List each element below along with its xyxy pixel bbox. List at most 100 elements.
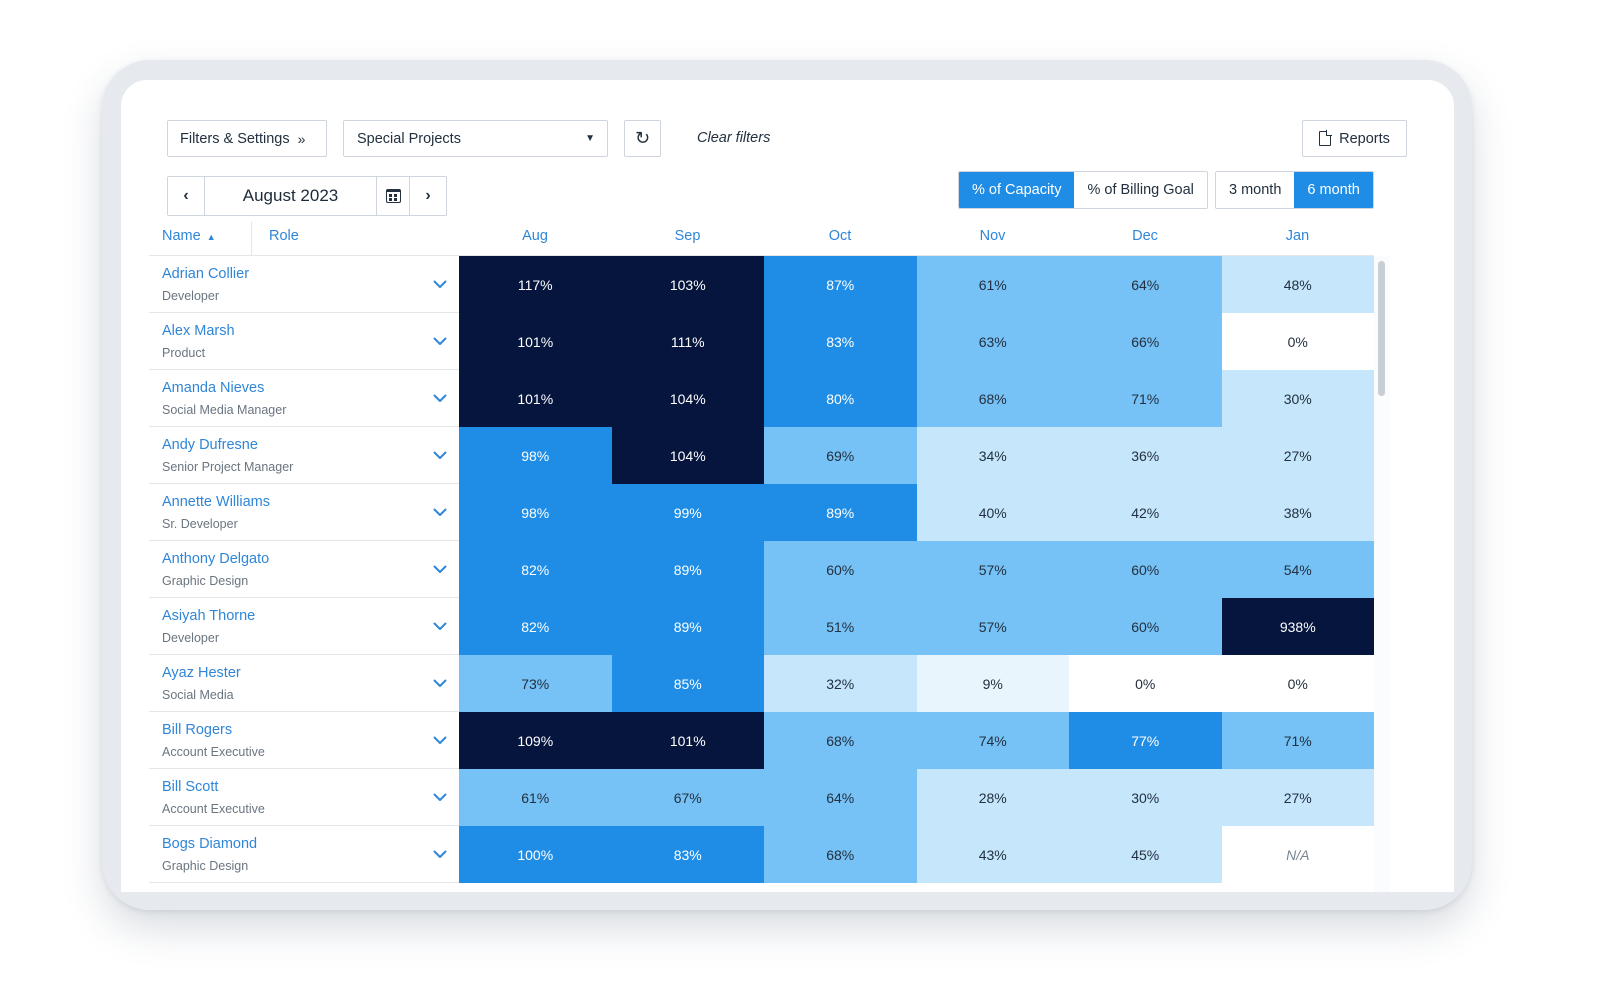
name-column-header[interactable]: Name ▲	[162, 228, 216, 256]
capacity-cell[interactable]: 66%	[1069, 313, 1222, 370]
capacity-cell[interactable]: 117%	[459, 256, 612, 313]
person-name[interactable]: Adrian Collier	[162, 266, 250, 282]
capacity-cell[interactable]: 64%	[1069, 256, 1222, 313]
person-name[interactable]: Anthony Delgato	[162, 551, 270, 567]
capacity-cell[interactable]: 30%	[1221, 370, 1374, 427]
reports-button[interactable]: Reports	[1302, 120, 1407, 157]
capacity-cell[interactable]: N/A	[1221, 826, 1374, 883]
capacity-cell[interactable]: 48%	[1221, 256, 1374, 313]
capacity-cell[interactable]: 67%	[611, 769, 764, 826]
capacity-cell[interactable]: 111%	[611, 313, 764, 370]
capacity-cell[interactable]: 99%	[611, 484, 764, 541]
person-name[interactable]: Annette Williams	[162, 494, 270, 510]
capacity-cell[interactable]: 104%	[611, 370, 764, 427]
capacity-cell[interactable]: 83%	[611, 826, 764, 883]
capacity-cell[interactable]: 89%	[611, 598, 764, 655]
capacity-cell[interactable]: 54%	[1221, 541, 1374, 598]
capacity-cell[interactable]: 51%	[764, 598, 917, 655]
calendar-button[interactable]	[377, 177, 410, 215]
capacity-cell[interactable]: 69%	[764, 427, 917, 484]
capacity-cell[interactable]: 45%	[1069, 826, 1222, 883]
person-name[interactable]: Alex Marsh	[162, 323, 235, 339]
capacity-cell[interactable]: 57%	[916, 541, 1069, 598]
capacity-cell[interactable]: 104%	[611, 427, 764, 484]
capacity-cell[interactable]: 30%	[1069, 769, 1222, 826]
capacity-cell[interactable]: 87%	[764, 256, 917, 313]
capacity-cell[interactable]: 38%	[1221, 484, 1374, 541]
capacity-cell[interactable]: 74%	[916, 712, 1069, 769]
capacity-cell[interactable]: 27%	[1221, 427, 1374, 484]
chevron-down-icon[interactable]	[429, 273, 451, 295]
chevron-down-icon[interactable]	[429, 330, 451, 352]
capacity-cell[interactable]: 83%	[764, 313, 917, 370]
capacity-cell[interactable]: 36%	[1069, 427, 1222, 484]
capacity-cell[interactable]: 101%	[459, 313, 612, 370]
capacity-cell[interactable]: 82%	[459, 541, 612, 598]
toggle-capacity[interactable]: % of Capacity	[959, 172, 1075, 208]
capacity-cell[interactable]: 0%	[1221, 655, 1374, 712]
capacity-cell[interactable]: 89%	[764, 484, 917, 541]
project-select[interactable]: Special Projects ▼	[343, 120, 608, 157]
capacity-cell[interactable]: 98%	[459, 427, 612, 484]
person-name[interactable]: Bill Rogers	[162, 722, 233, 738]
capacity-cell[interactable]: 60%	[1069, 598, 1222, 655]
scrollbar-track[interactable]	[1374, 256, 1390, 892]
toggle-3-month[interactable]: 3 month	[1216, 172, 1295, 208]
capacity-cell[interactable]: 68%	[764, 826, 917, 883]
chevron-right-icon[interactable]: ›	[425, 187, 431, 204]
chevron-down-icon[interactable]	[429, 501, 451, 523]
capacity-cell[interactable]: 9%	[916, 655, 1069, 712]
capacity-cell[interactable]: 98%	[459, 484, 612, 541]
capacity-cell[interactable]: 82%	[459, 598, 612, 655]
capacity-cell[interactable]: 40%	[916, 484, 1069, 541]
capacity-cell[interactable]: 34%	[916, 427, 1069, 484]
person-name[interactable]: Bogs Diamond	[162, 836, 258, 852]
capacity-cell[interactable]: 57%	[916, 598, 1069, 655]
capacity-cell[interactable]: 71%	[1069, 370, 1222, 427]
capacity-cell[interactable]: 68%	[916, 370, 1069, 427]
capacity-cell[interactable]: 0%	[1221, 313, 1374, 370]
chevron-down-icon[interactable]	[429, 558, 451, 580]
chevron-down-icon[interactable]	[429, 786, 451, 808]
capacity-cell[interactable]: 28%	[916, 769, 1069, 826]
capacity-cell[interactable]: 89%	[611, 541, 764, 598]
person-name[interactable]: Ayaz Hester	[162, 665, 241, 681]
refresh-button[interactable]: ↻	[624, 120, 661, 157]
person-name[interactable]: Bill Scott	[162, 779, 219, 795]
filters-settings-button[interactable]: Filters & Settings »	[167, 120, 327, 157]
capacity-cell[interactable]: 43%	[916, 826, 1069, 883]
capacity-cell[interactable]: 64%	[764, 769, 917, 826]
capacity-cell[interactable]: 80%	[764, 370, 917, 427]
capacity-cell[interactable]: 60%	[1069, 541, 1222, 598]
chevron-down-icon[interactable]	[429, 615, 451, 637]
capacity-cell[interactable]: 60%	[764, 541, 917, 598]
chevron-down-icon[interactable]	[429, 444, 451, 466]
capacity-cell[interactable]: 101%	[459, 370, 612, 427]
chevron-down-icon[interactable]	[429, 729, 451, 751]
person-name[interactable]: Amanda Nieves	[162, 380, 265, 396]
capacity-cell[interactable]: 68%	[764, 712, 917, 769]
capacity-cell[interactable]: 27%	[1221, 769, 1374, 826]
capacity-cell[interactable]: 63%	[916, 313, 1069, 370]
capacity-cell[interactable]: 100%	[459, 826, 612, 883]
capacity-cell[interactable]: 61%	[459, 769, 612, 826]
capacity-cell[interactable]: 77%	[1069, 712, 1222, 769]
role-column-header[interactable]: Role	[269, 228, 299, 244]
chevron-down-icon[interactable]	[429, 672, 451, 694]
toggle-billing-goal[interactable]: % of Billing Goal	[1074, 172, 1207, 208]
capacity-cell[interactable]: 101%	[611, 712, 764, 769]
capacity-cell[interactable]: 61%	[916, 256, 1069, 313]
capacity-cell[interactable]: 73%	[459, 655, 612, 712]
scrollbar-thumb[interactable]	[1378, 261, 1385, 396]
capacity-cell[interactable]: 71%	[1221, 712, 1374, 769]
toggle-6-month[interactable]: 6 month	[1294, 172, 1373, 208]
person-name[interactable]: Andy Dufresne	[162, 437, 258, 453]
chevron-down-icon[interactable]	[429, 387, 451, 409]
capacity-cell[interactable]: 938%	[1221, 598, 1374, 655]
clear-filters-link[interactable]: Clear filters	[697, 130, 771, 146]
person-name[interactable]: Asiyah Thorne	[162, 608, 256, 624]
chevron-left-icon[interactable]: ‹	[183, 187, 189, 204]
capacity-cell[interactable]: 103%	[611, 256, 764, 313]
capacity-cell[interactable]: 32%	[764, 655, 917, 712]
capacity-cell[interactable]: 109%	[459, 712, 612, 769]
